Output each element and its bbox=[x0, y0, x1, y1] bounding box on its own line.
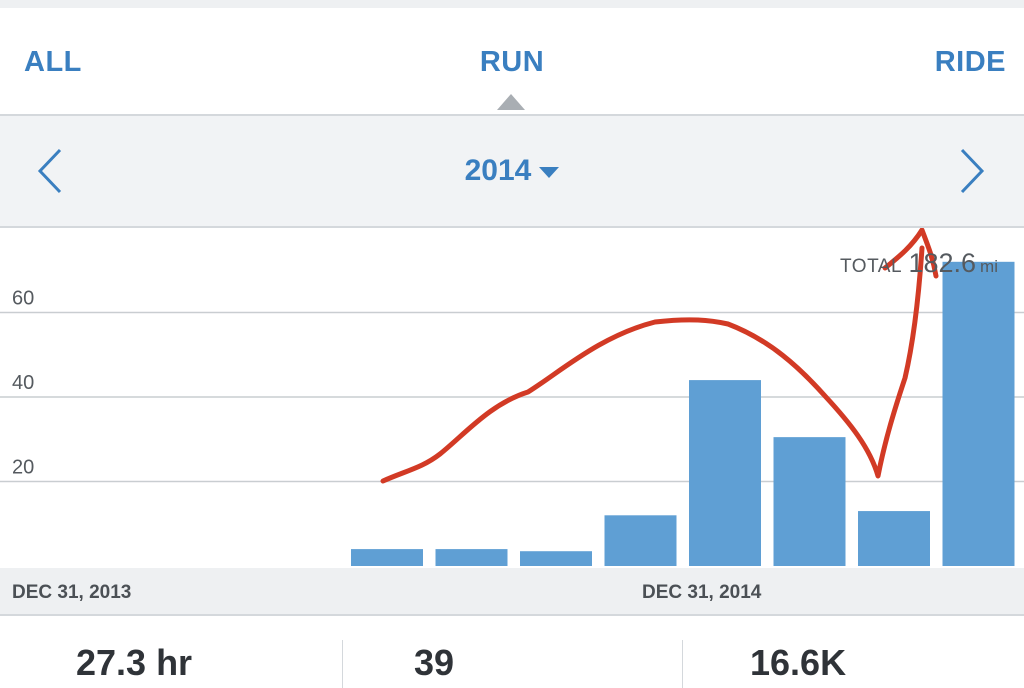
bar-7[interactable] bbox=[520, 551, 592, 566]
total-distance: TOTAL 182.6 mi bbox=[840, 248, 998, 279]
stats-divider bbox=[682, 640, 683, 688]
stats-divider bbox=[342, 640, 343, 688]
y-tick-label: 40 bbox=[12, 372, 34, 394]
stat-calories: 16.6K bbox=[750, 642, 847, 683]
y-tick-label: 20 bbox=[12, 457, 34, 479]
bar-9[interactable] bbox=[689, 380, 761, 566]
bar-chart: 20 40 60 bbox=[0, 228, 1024, 568]
y-tick-label: 60 bbox=[12, 288, 34, 310]
total-value: 182.6 bbox=[908, 248, 977, 278]
tab-run-label: RUN bbox=[479, 46, 545, 78]
annotation-arrow bbox=[380, 245, 925, 484]
total-label: TOTAL bbox=[840, 256, 903, 277]
tab-all[interactable]: ALL bbox=[24, 46, 82, 78]
bar-12[interactable] bbox=[942, 261, 1015, 566]
year-dropdown[interactable]: 2014 bbox=[0, 154, 1024, 188]
bar-10[interactable] bbox=[773, 437, 846, 566]
caret-down-icon bbox=[539, 166, 560, 178]
stats-row: 27.3 hr 39 16.6K bbox=[0, 616, 1024, 688]
chevron-right-icon[interactable] bbox=[950, 146, 990, 196]
x-axis: DEC 31, 2013 DEC 31, 2014 bbox=[0, 568, 1024, 616]
bar-5[interactable] bbox=[351, 549, 423, 566]
chart-svg: 20 40 60 bbox=[0, 228, 1024, 566]
x-tick-start: DEC 31, 2013 bbox=[12, 582, 132, 603]
tab-ride[interactable]: RIDE bbox=[934, 46, 1006, 78]
total-unit: mi bbox=[980, 257, 998, 276]
selected-tab-indicator-icon bbox=[497, 94, 525, 110]
x-tick-end: DEC 31, 2014 bbox=[642, 582, 762, 603]
stat-count: 39 bbox=[414, 642, 455, 683]
bar-8[interactable] bbox=[604, 515, 677, 566]
stat-time: 27.3 hr bbox=[76, 642, 193, 683]
activity-tabs: ALL RUN RIDE bbox=[0, 8, 1024, 116]
year-selector-bar: 2014 bbox=[0, 116, 1024, 228]
chevron-left-icon[interactable] bbox=[32, 146, 72, 196]
bar-11[interactable] bbox=[858, 511, 930, 566]
annotation-arrowhead bbox=[882, 228, 939, 279]
bar-6[interactable] bbox=[435, 549, 508, 566]
year-label: 2014 bbox=[464, 154, 532, 187]
tab-run[interactable]: RUN bbox=[0, 46, 1024, 79]
